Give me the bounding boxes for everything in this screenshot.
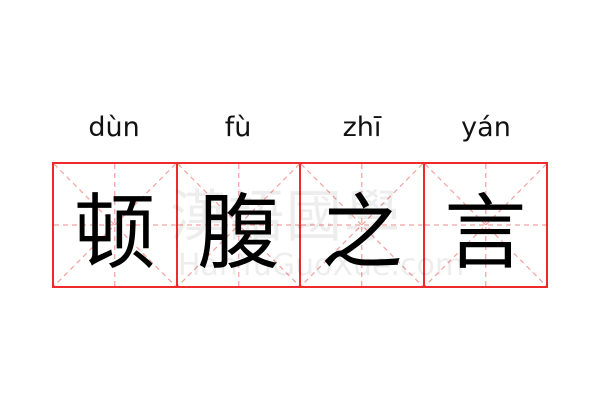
character: 言 bbox=[444, 185, 527, 281]
guide-line bbox=[425, 164, 547, 286]
character-grid: 顿 腹 之 言 bbox=[52, 162, 548, 288]
pinyin-2: fù bbox=[224, 112, 252, 143]
pinyin-1: dùn bbox=[88, 112, 140, 143]
pinyin-row: dùn fù zhī yán bbox=[52, 108, 548, 148]
pinyin-4: yán bbox=[461, 112, 511, 143]
character: 腹 bbox=[197, 185, 280, 281]
guide-line bbox=[54, 164, 176, 286]
character-cell: 腹 bbox=[178, 164, 301, 286]
guide-line bbox=[301, 164, 423, 286]
character-cell: 顿 bbox=[54, 164, 178, 286]
guide-lines bbox=[54, 164, 176, 286]
character-cell: 言 bbox=[425, 164, 547, 286]
guide-line bbox=[178, 164, 300, 286]
guide-lines bbox=[301, 164, 423, 286]
guide-line bbox=[54, 164, 176, 286]
guide-line bbox=[425, 164, 547, 286]
character: 顿 bbox=[73, 185, 156, 281]
guide-lines bbox=[425, 164, 547, 286]
pinyin-3: zhī bbox=[342, 112, 382, 143]
character: 之 bbox=[320, 185, 403, 281]
character-cell: 之 bbox=[301, 164, 425, 286]
guide-lines bbox=[178, 164, 300, 286]
guide-line bbox=[178, 164, 300, 286]
guide-line bbox=[301, 164, 423, 286]
